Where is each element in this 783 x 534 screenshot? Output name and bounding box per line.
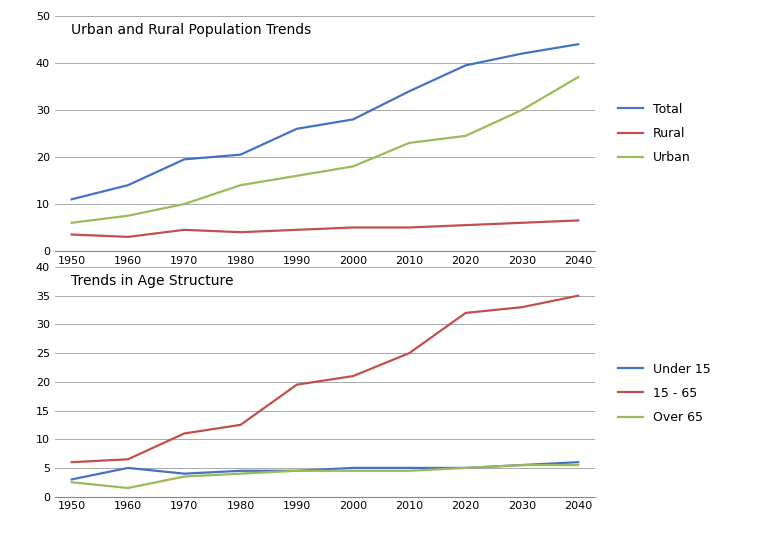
- Total: [518, 50, 527, 57]
- Over 65: [573, 462, 583, 468]
- Urban: [292, 172, 301, 179]
- Under 15: [123, 465, 132, 471]
- 15 - 65: [123, 456, 132, 462]
- Over 65: [461, 465, 471, 471]
- Line: Urban: Urban: [72, 77, 578, 223]
- Over 65: [123, 485, 132, 491]
- 15 - 65: [292, 381, 301, 388]
- Total: [67, 196, 77, 202]
- Total: [236, 152, 245, 158]
- Line: 15 - 65: 15 - 65: [72, 296, 578, 462]
- 15 - 65: [67, 459, 77, 465]
- Over 65: [348, 468, 358, 474]
- 15 - 65: [179, 430, 189, 437]
- Line: Over 65: Over 65: [72, 465, 578, 488]
- Urban: [573, 74, 583, 80]
- Over 65: [292, 468, 301, 474]
- Rural: [123, 234, 132, 240]
- Over 65: [179, 473, 189, 480]
- Line: Total: Total: [72, 44, 578, 199]
- Text: Trends in Age Structure: Trends in Age Structure: [71, 274, 233, 288]
- 15 - 65: [461, 310, 471, 316]
- Rural: [67, 231, 77, 238]
- Over 65: [405, 468, 414, 474]
- 15 - 65: [518, 304, 527, 310]
- 15 - 65: [405, 350, 414, 356]
- Total: [461, 62, 471, 68]
- Urban: [236, 182, 245, 189]
- Under 15: [292, 468, 301, 474]
- Over 65: [236, 470, 245, 477]
- Under 15: [67, 476, 77, 483]
- Rural: [461, 222, 471, 229]
- Total: [123, 182, 132, 189]
- Rural: [292, 226, 301, 233]
- Legend: Under 15, 15 - 65, Over 65: Under 15, 15 - 65, Over 65: [618, 363, 710, 424]
- 15 - 65: [573, 293, 583, 299]
- Total: [179, 156, 189, 162]
- Total: [405, 88, 414, 95]
- Urban: [518, 107, 527, 113]
- Under 15: [236, 468, 245, 474]
- 15 - 65: [348, 373, 358, 379]
- Rural: [236, 229, 245, 235]
- Urban: [461, 132, 471, 139]
- Total: [348, 116, 358, 123]
- Over 65: [518, 462, 527, 468]
- Urban: [179, 201, 189, 207]
- Rural: [573, 217, 583, 224]
- Rural: [179, 226, 189, 233]
- Under 15: [461, 465, 471, 471]
- Under 15: [573, 459, 583, 465]
- 15 - 65: [236, 422, 245, 428]
- Rural: [405, 224, 414, 231]
- Legend: Total, Rural, Urban: Total, Rural, Urban: [618, 103, 691, 164]
- Urban: [405, 140, 414, 146]
- Urban: [123, 213, 132, 219]
- Over 65: [67, 479, 77, 485]
- Total: [573, 41, 583, 48]
- Rural: [518, 219, 527, 226]
- Text: Urban and Rural Population Trends: Urban and Rural Population Trends: [71, 23, 312, 37]
- Total: [292, 125, 301, 132]
- Urban: [348, 163, 358, 170]
- Under 15: [179, 470, 189, 477]
- Under 15: [405, 465, 414, 471]
- Rural: [348, 224, 358, 231]
- Urban: [67, 219, 77, 226]
- Under 15: [348, 465, 358, 471]
- Line: Rural: Rural: [72, 221, 578, 237]
- Line: Under 15: Under 15: [72, 462, 578, 480]
- Under 15: [518, 462, 527, 468]
